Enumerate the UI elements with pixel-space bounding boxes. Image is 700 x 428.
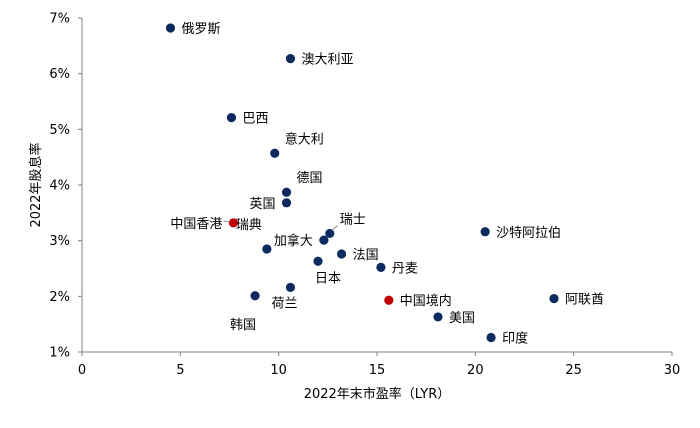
point-label: 中国境内	[400, 293, 452, 309]
point-label: 澳大利亚	[301, 52, 353, 68]
y-ticks: 1% 2% 3% 4% 5% 6% 7%	[49, 12, 82, 361]
data-point	[319, 235, 329, 245]
point-label: 德国	[297, 171, 323, 186]
data-point	[226, 113, 237, 123]
data-point	[549, 293, 559, 304]
y-tick-label: 3%	[49, 234, 70, 249]
data-point	[281, 187, 292, 197]
y-tick-label: 5%	[49, 123, 70, 138]
point-label: 法国	[353, 248, 379, 263]
data-point	[337, 249, 347, 259]
point-label: 俄罗斯	[182, 22, 221, 37]
x-axis-title: 2022年末市盈率（LYR）	[304, 386, 451, 402]
x-tick-label: 30	[664, 363, 681, 378]
x-tick-label: 10	[270, 363, 287, 378]
data-point	[250, 291, 260, 301]
x-tick-label: 25	[565, 363, 582, 378]
point-label: 丹麦	[392, 261, 418, 276]
data-point	[281, 198, 292, 208]
point-label: 中国香港	[170, 217, 222, 232]
x-tick-label: 5	[176, 363, 184, 378]
point-label: 英国	[250, 197, 276, 212]
point-label: 美国	[449, 311, 475, 326]
x-tick-label: 0	[78, 363, 86, 378]
data-point	[376, 262, 386, 272]
y-tick-label: 4%	[49, 179, 70, 194]
data-point	[384, 295, 394, 305]
data-point	[486, 332, 496, 343]
data-point	[313, 256, 323, 266]
leader-line	[223, 220, 230, 223]
data-point	[433, 312, 443, 322]
data-point	[325, 228, 335, 239]
point-label: 沙特阿拉伯	[496, 226, 561, 241]
data-point	[285, 54, 296, 64]
point-label: 荷兰	[271, 296, 297, 311]
data-point	[270, 148, 280, 158]
point-label: 阿联酋	[565, 292, 604, 308]
point-label: 日本	[315, 271, 341, 286]
data-point	[165, 23, 176, 33]
y-tick-label: 2%	[49, 290, 70, 305]
y-tick-label: 1%	[49, 346, 70, 361]
x-tick-label: 15	[369, 363, 386, 378]
data-point	[480, 227, 490, 237]
x-tick-label: 20	[467, 363, 484, 378]
data-point	[228, 218, 239, 228]
y-tick-label: 6%	[49, 67, 70, 82]
point-label: 瑞典	[236, 218, 262, 233]
y-tick-label: 7%	[49, 12, 70, 27]
y-axis-title: 2022年股息率	[28, 142, 44, 227]
point-label: 巴西	[242, 112, 268, 127]
point-label: 印度	[502, 331, 528, 347]
data-point	[285, 282, 296, 293]
leader-line	[331, 225, 339, 231]
data-points	[165, 23, 559, 343]
x-ticks: 0 5 10 15 20 25 30	[78, 352, 680, 378]
point-label: 加拿大	[274, 233, 313, 249]
point-label: 瑞士	[340, 212, 366, 227]
point-label: 韩国	[230, 318, 256, 333]
point-label: 意大利	[285, 131, 324, 147]
data-point	[262, 244, 272, 254]
